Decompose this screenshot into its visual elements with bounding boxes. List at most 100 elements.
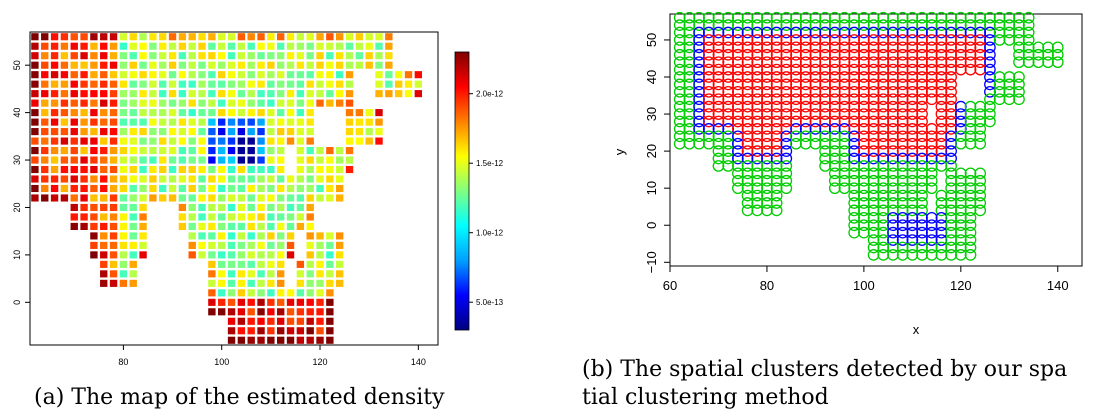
density-cell xyxy=(188,203,196,212)
cluster-point xyxy=(819,26,831,39)
cluster-point xyxy=(673,85,686,98)
density-cell xyxy=(109,118,118,126)
cluster-point xyxy=(761,123,773,135)
cluster-point xyxy=(1032,41,1045,54)
cluster-point xyxy=(877,56,890,69)
cluster-point xyxy=(984,115,996,128)
cluster-point xyxy=(858,182,870,195)
cluster-point xyxy=(945,34,957,46)
density-cell xyxy=(227,213,236,221)
density-cell xyxy=(306,137,314,145)
cluster-point xyxy=(732,34,744,46)
density-cell xyxy=(198,42,206,50)
cluster-point xyxy=(974,34,987,46)
density-cell xyxy=(316,156,324,164)
cluster-point xyxy=(751,152,764,165)
cluster-point xyxy=(799,108,812,120)
density-cell xyxy=(80,184,88,193)
cluster-point xyxy=(770,145,783,157)
density-cell xyxy=(277,298,285,306)
cluster-point xyxy=(1042,56,1054,69)
cluster-point xyxy=(838,78,851,91)
cluster-point xyxy=(954,249,967,261)
cluster-point xyxy=(858,123,870,135)
cluster-point xyxy=(916,219,928,232)
cluster-point xyxy=(906,226,919,239)
density-cell xyxy=(277,52,285,60)
density-cell xyxy=(139,184,147,193)
density-cell xyxy=(257,222,265,230)
cluster-point xyxy=(887,63,899,76)
cluster-point xyxy=(799,85,812,98)
density-cell xyxy=(149,184,157,193)
cluster-point xyxy=(741,41,754,54)
cluster-point xyxy=(790,71,802,83)
cluster-point xyxy=(858,145,870,157)
cluster-point xyxy=(964,234,977,246)
density-cell xyxy=(119,213,128,221)
cluster-point xyxy=(974,174,987,187)
density-cell xyxy=(227,109,236,117)
density-cell xyxy=(188,109,196,117)
cluster-point xyxy=(935,100,948,113)
cluster-point xyxy=(867,34,880,46)
density-cell xyxy=(306,317,314,325)
cluster-point xyxy=(974,41,987,54)
density-cell xyxy=(286,203,295,212)
cluster-point xyxy=(780,56,793,69)
density-cell xyxy=(237,99,246,107)
cluster-point xyxy=(1051,48,1064,61)
density-cell xyxy=(50,156,59,164)
cluster-point xyxy=(683,85,696,98)
cluster-point xyxy=(838,160,851,172)
density-cell xyxy=(119,279,128,287)
cluster-point xyxy=(858,63,870,76)
cluster-point xyxy=(906,152,919,165)
cluster-point xyxy=(858,108,870,120)
cluster-point xyxy=(877,137,890,150)
density-cell xyxy=(355,109,364,117)
density-cell xyxy=(70,52,78,60)
cluster-point xyxy=(935,11,948,24)
density-cell xyxy=(267,90,275,98)
density-cell xyxy=(237,298,246,306)
cluster-point xyxy=(925,152,938,165)
density-cell xyxy=(119,61,128,69)
density-cell xyxy=(70,203,78,212)
cluster-point xyxy=(867,174,880,187)
cluster-point xyxy=(964,48,977,61)
density-cell xyxy=(168,156,177,164)
density-cell xyxy=(375,109,383,117)
cluster-point xyxy=(1022,48,1035,61)
density-cell xyxy=(267,61,275,69)
cluster-point xyxy=(887,234,899,246)
density-cell xyxy=(100,90,108,98)
cluster-point xyxy=(780,115,793,128)
density-cell xyxy=(306,289,314,297)
density-cell xyxy=(247,279,255,287)
density-cell xyxy=(316,308,324,316)
cluster-point xyxy=(867,63,880,76)
density-cell xyxy=(296,90,305,98)
cluster-point xyxy=(925,41,938,54)
cluster-point xyxy=(867,204,880,217)
cluster-point xyxy=(712,115,725,128)
density-cell xyxy=(149,52,157,60)
density-cell xyxy=(208,184,216,193)
density-cell xyxy=(129,213,137,221)
density-cell xyxy=(60,109,69,117)
cluster-point xyxy=(828,145,841,157)
cluster-point xyxy=(712,85,725,98)
cluster-point xyxy=(722,145,735,157)
density-cell xyxy=(100,99,108,107)
density-cell xyxy=(336,80,344,88)
cluster-point xyxy=(964,204,977,217)
density-cell xyxy=(267,251,275,259)
density-cell xyxy=(109,52,118,60)
cluster-point xyxy=(761,130,773,143)
cluster-point xyxy=(858,56,870,69)
cluster-point xyxy=(673,56,686,69)
cluster-point xyxy=(673,130,686,143)
cluster-point xyxy=(1022,26,1035,39)
